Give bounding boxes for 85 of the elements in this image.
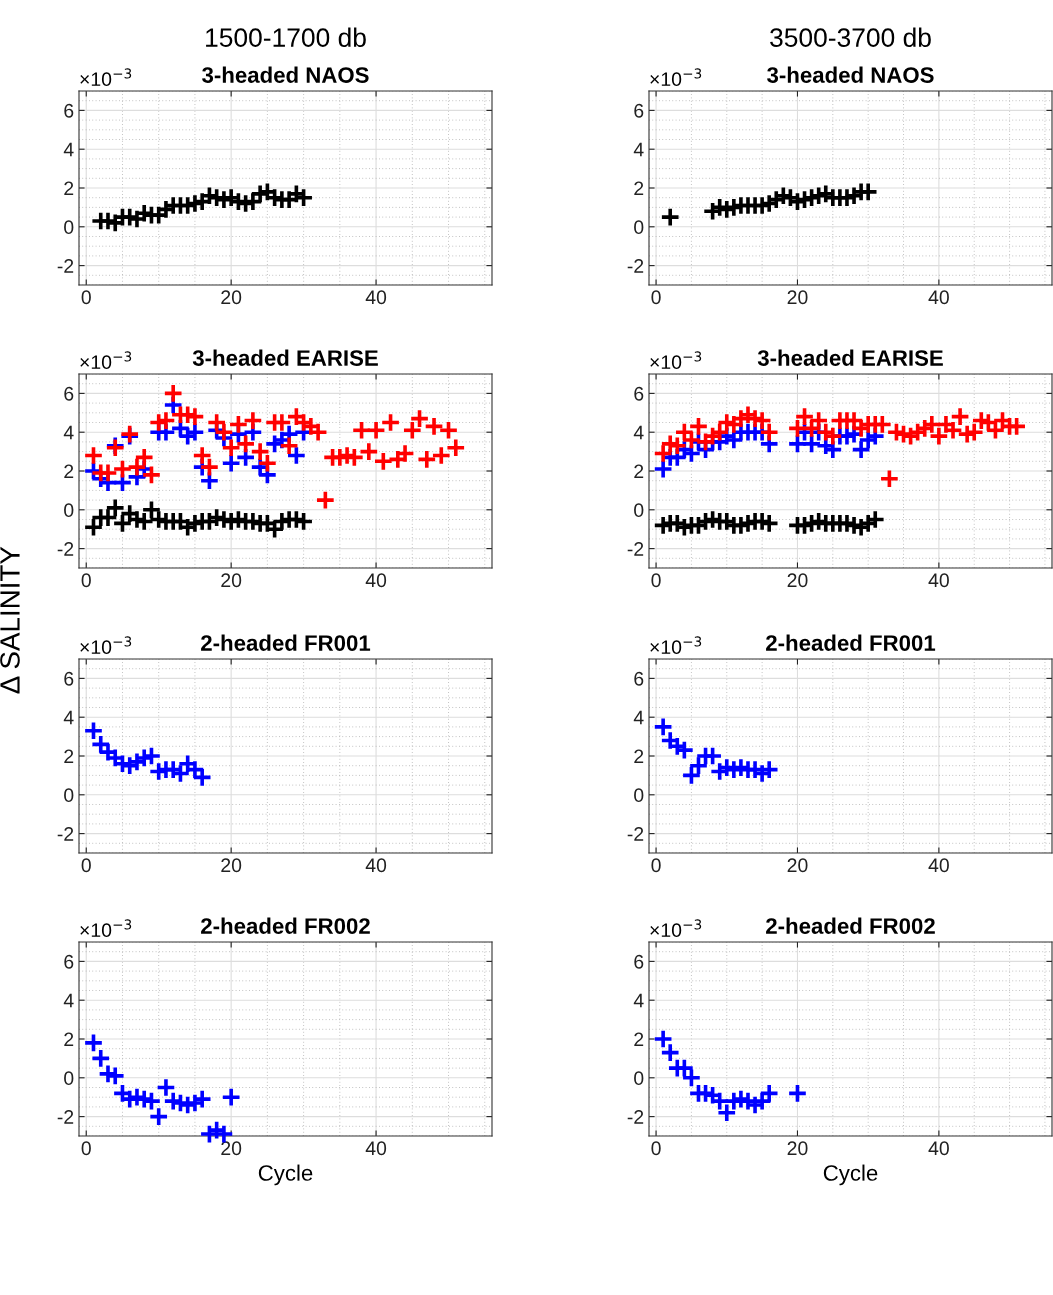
y-tick-label: 2 [64, 464, 74, 479]
x-tick-label: 0 [81, 573, 91, 588]
text: ×10$^{−3}$ [650, 68, 702, 87]
y-tick-label: -2 [57, 827, 74, 841]
x-tick-label: 40 [928, 858, 949, 873]
chart-title: 3-headed EARISE [192, 349, 378, 366]
chart-title: 3-headed NAOS [202, 66, 369, 83]
y-tick-label: -2 [627, 1110, 644, 1124]
x-tick-label: 40 [365, 1141, 387, 1156]
x-axis-title: Cycle [823, 1164, 878, 1186]
x-tick-label: 40 [365, 573, 387, 588]
y-tick-label: 4 [63, 710, 74, 725]
y-tick-label: -2 [57, 542, 74, 556]
y-tick-label: 4 [63, 993, 74, 1008]
x-tick-label: 20 [787, 573, 808, 588]
y-tick-label: 2 [64, 1032, 74, 1047]
y-tick-label: 6 [64, 103, 74, 118]
y-tick-label: 6 [634, 386, 644, 401]
x-tick-label: 0 [81, 858, 91, 873]
x-tick-label: 0 [651, 290, 661, 305]
y-tick-label: 6 [634, 954, 644, 969]
y-tick-label: 0 [634, 503, 644, 518]
y-tick-label: 0 [64, 788, 74, 803]
y-tick-label: 2 [634, 749, 644, 764]
text: ×10$^{−3}$ [650, 351, 702, 370]
y-tick-label: 2 [634, 1032, 644, 1047]
chart-title: 3-headed NAOS [767, 66, 934, 83]
x-tick-label: 20 [221, 1141, 242, 1156]
x-tick-label: 0 [651, 858, 661, 873]
y-tick-label: 6 [64, 671, 74, 686]
y-tick-label: 2 [64, 749, 74, 764]
y-tick-label: 2 [634, 464, 644, 479]
x-tick-label: 0 [81, 290, 91, 305]
text: ×10$^{−3}$ [80, 351, 132, 370]
y-tick-label: 2 [64, 181, 74, 196]
x-tick-label: 20 [787, 858, 808, 873]
x-axis-title: Cycle [258, 1164, 313, 1186]
y-tick-label: 6 [64, 386, 74, 401]
chart-subtitle: 3500-3700 db [770, 27, 931, 47]
y-tick-label: -2 [57, 259, 74, 273]
x-tick-label: 20 [221, 858, 242, 873]
x-tick-label: 20 [787, 1141, 808, 1156]
x-tick-label: 40 [928, 290, 949, 305]
y-axis-title: Δ SALINITY [0, 546, 20, 694]
y-tick-label: -2 [627, 542, 644, 556]
y-tick-label: 4 [63, 425, 74, 440]
x-tick-label: 20 [221, 290, 242, 305]
text: ×10$^{−3}$ [80, 919, 132, 938]
y-tick-label: 4 [633, 425, 644, 440]
y-tick-label: 0 [634, 1071, 644, 1086]
y-tick-label: -2 [627, 259, 644, 273]
y-tick-label: 0 [64, 220, 74, 235]
y-tick-label: 6 [64, 954, 74, 969]
chart-title: 2-headed FR002 [201, 917, 370, 934]
y-tick-label: 4 [63, 142, 74, 157]
chart-subtitle: 1500-1700 db [206, 27, 366, 47]
text: ×10$^{−3}$ [650, 919, 702, 938]
y-tick-label: 2 [634, 181, 644, 196]
x-tick-label: 20 [787, 290, 808, 305]
x-tick-label: 0 [651, 1141, 661, 1156]
y-tick-label: -2 [57, 1110, 74, 1124]
x-tick-label: 20 [221, 573, 242, 588]
chart-title: 2-headed FR001 [201, 634, 371, 651]
x-tick-label: 0 [81, 1141, 91, 1156]
x-tick-label: 0 [651, 573, 661, 588]
y-tick-label: 0 [64, 503, 74, 518]
x-tick-label: 40 [365, 290, 387, 305]
y-tick-label: 0 [64, 1071, 74, 1086]
x-tick-label: 40 [365, 858, 387, 873]
x-tick-label: 40 [928, 1141, 949, 1156]
y-tick-label: 6 [634, 103, 644, 118]
y-tick-label: 0 [634, 788, 644, 803]
text: ×10$^{−3}$ [80, 68, 132, 87]
text: ×10$^{−3}$ [650, 636, 702, 655]
x-tick-label: 40 [928, 573, 949, 588]
y-tick-label: 6 [634, 671, 644, 686]
y-tick-label: -2 [627, 827, 644, 841]
text: ×10$^{−3}$ [80, 636, 132, 655]
y-tick-label: 0 [634, 220, 644, 235]
chart-title: 3-headed EARISE [757, 349, 943, 366]
chart-title: 2-headed FR001 [766, 634, 936, 651]
y-tick-label: 4 [633, 710, 644, 725]
y-tick-label: 4 [633, 142, 644, 157]
chart-title: 2-headed FR002 [766, 917, 935, 934]
y-tick-label: 4 [633, 993, 644, 1008]
